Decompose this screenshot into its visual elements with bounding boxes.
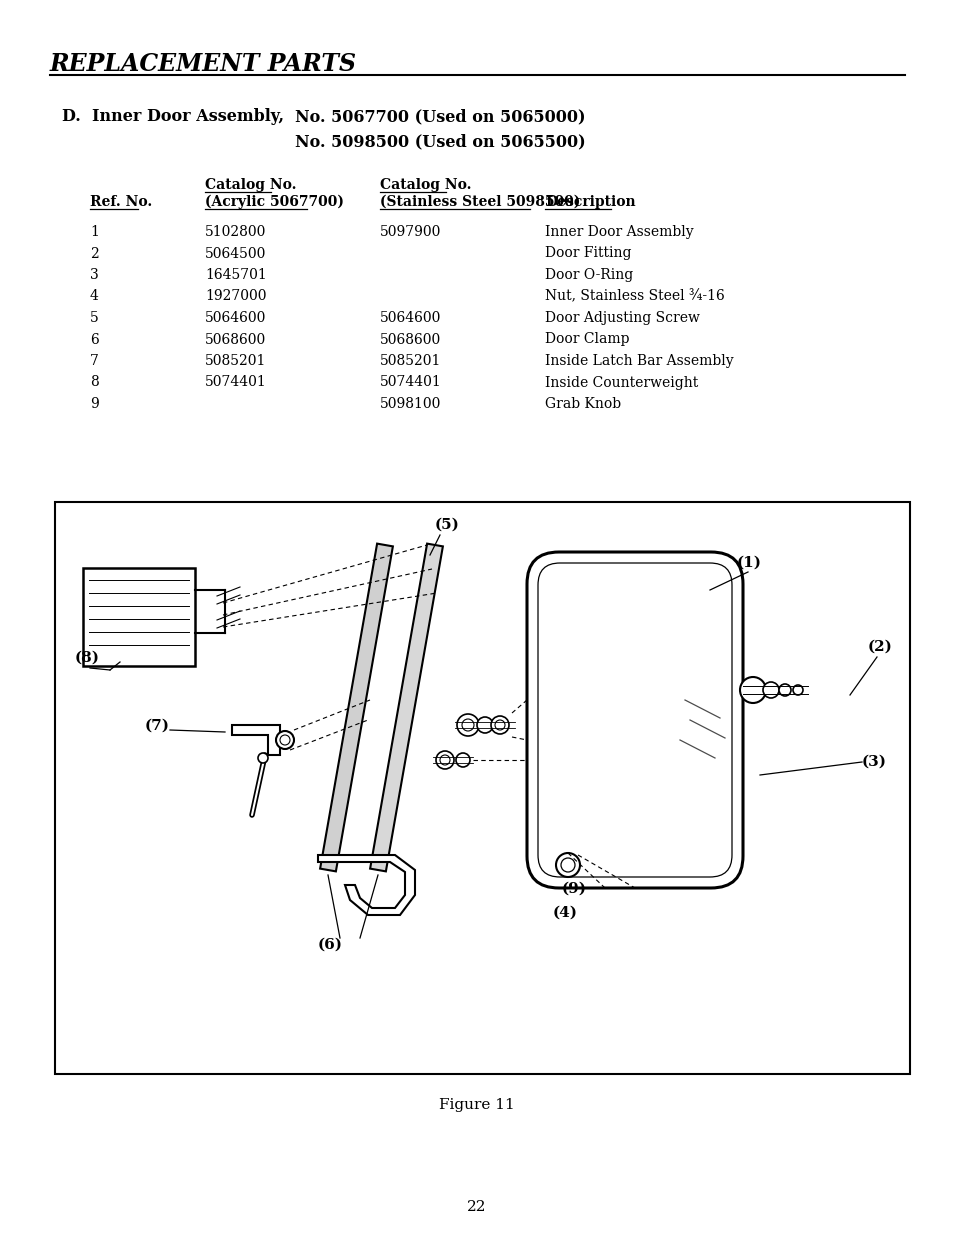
Text: 1645701: 1645701 xyxy=(205,268,267,282)
Text: 5085201: 5085201 xyxy=(205,354,266,368)
Text: 5074401: 5074401 xyxy=(379,375,441,389)
Text: 5064600: 5064600 xyxy=(205,311,266,325)
Bar xyxy=(83,568,194,666)
FancyBboxPatch shape xyxy=(526,552,742,888)
Text: Nut, Stainless Steel ¾-16: Nut, Stainless Steel ¾-16 xyxy=(544,289,724,304)
Text: Catalog No.: Catalog No. xyxy=(205,178,296,191)
Text: 5068600: 5068600 xyxy=(379,332,441,347)
Text: Catalog No.: Catalog No. xyxy=(379,178,471,191)
Text: (Acrylic 5067700): (Acrylic 5067700) xyxy=(205,195,344,210)
Text: 5068600: 5068600 xyxy=(205,332,266,347)
Text: 1: 1 xyxy=(90,225,99,240)
Circle shape xyxy=(495,720,504,730)
Circle shape xyxy=(280,735,290,745)
Text: (8): (8) xyxy=(75,651,100,664)
Text: 1927000: 1927000 xyxy=(205,289,266,304)
Text: 4: 4 xyxy=(90,289,99,304)
Text: Ref. No.: Ref. No. xyxy=(90,195,152,209)
Text: 6: 6 xyxy=(90,332,99,347)
Text: Door Adjusting Screw: Door Adjusting Screw xyxy=(544,311,700,325)
Polygon shape xyxy=(232,725,280,755)
Text: 5102800: 5102800 xyxy=(205,225,266,240)
Text: 9: 9 xyxy=(90,396,99,411)
Text: 5064500: 5064500 xyxy=(205,247,266,261)
Circle shape xyxy=(456,753,470,767)
Text: REPLACEMENT PARTS: REPLACEMENT PARTS xyxy=(50,52,356,77)
Text: Door Clamp: Door Clamp xyxy=(544,332,629,347)
Text: 5085201: 5085201 xyxy=(379,354,441,368)
Text: 3: 3 xyxy=(90,268,99,282)
Circle shape xyxy=(560,858,575,872)
Text: Inside Counterweight: Inside Counterweight xyxy=(544,375,698,389)
Text: Inside Latch Bar Assembly: Inside Latch Bar Assembly xyxy=(544,354,733,368)
Text: 8: 8 xyxy=(90,375,99,389)
Circle shape xyxy=(476,718,493,734)
Text: Door Fitting: Door Fitting xyxy=(544,247,631,261)
Text: 7: 7 xyxy=(90,354,99,368)
Text: (9): (9) xyxy=(561,882,586,897)
Text: No. 5098500 (Used on 5065500): No. 5098500 (Used on 5065500) xyxy=(294,133,585,149)
Text: No. 5067700 (Used on 5065000): No. 5067700 (Used on 5065000) xyxy=(294,107,585,125)
Text: (Stainless Steel 5098500): (Stainless Steel 5098500) xyxy=(379,195,579,209)
Text: Grab Knob: Grab Knob xyxy=(544,396,620,411)
Circle shape xyxy=(257,753,268,763)
Text: (4): (4) xyxy=(553,906,578,920)
Text: (3): (3) xyxy=(862,755,886,769)
Circle shape xyxy=(556,853,579,877)
Circle shape xyxy=(439,755,450,764)
Polygon shape xyxy=(317,855,415,915)
Circle shape xyxy=(491,716,509,734)
Text: 2: 2 xyxy=(90,247,99,261)
Circle shape xyxy=(762,682,779,698)
Text: (5): (5) xyxy=(435,517,459,532)
Circle shape xyxy=(461,719,474,731)
Polygon shape xyxy=(320,543,393,872)
Circle shape xyxy=(275,731,294,748)
Text: (1): (1) xyxy=(737,556,761,571)
Text: (6): (6) xyxy=(317,939,342,952)
Text: D.  Inner Door Assembly,: D. Inner Door Assembly, xyxy=(62,107,284,125)
Text: 5064600: 5064600 xyxy=(379,311,441,325)
Circle shape xyxy=(779,684,790,697)
Bar xyxy=(55,501,909,1074)
Circle shape xyxy=(740,677,765,703)
Circle shape xyxy=(792,685,802,695)
Text: (2): (2) xyxy=(867,640,892,655)
Circle shape xyxy=(436,751,454,769)
Polygon shape xyxy=(370,543,442,872)
Text: 5098100: 5098100 xyxy=(379,396,441,411)
Text: Description: Description xyxy=(544,195,635,209)
Text: Door O-Ring: Door O-Ring xyxy=(544,268,633,282)
Text: (7): (7) xyxy=(145,719,170,734)
Text: 5074401: 5074401 xyxy=(205,375,267,389)
Text: Figure 11: Figure 11 xyxy=(438,1098,515,1112)
FancyBboxPatch shape xyxy=(537,563,731,877)
Text: 5097900: 5097900 xyxy=(379,225,441,240)
Text: 5: 5 xyxy=(90,311,99,325)
Text: Inner Door Assembly: Inner Door Assembly xyxy=(544,225,693,240)
Circle shape xyxy=(456,714,478,736)
Text: 22: 22 xyxy=(467,1200,486,1214)
